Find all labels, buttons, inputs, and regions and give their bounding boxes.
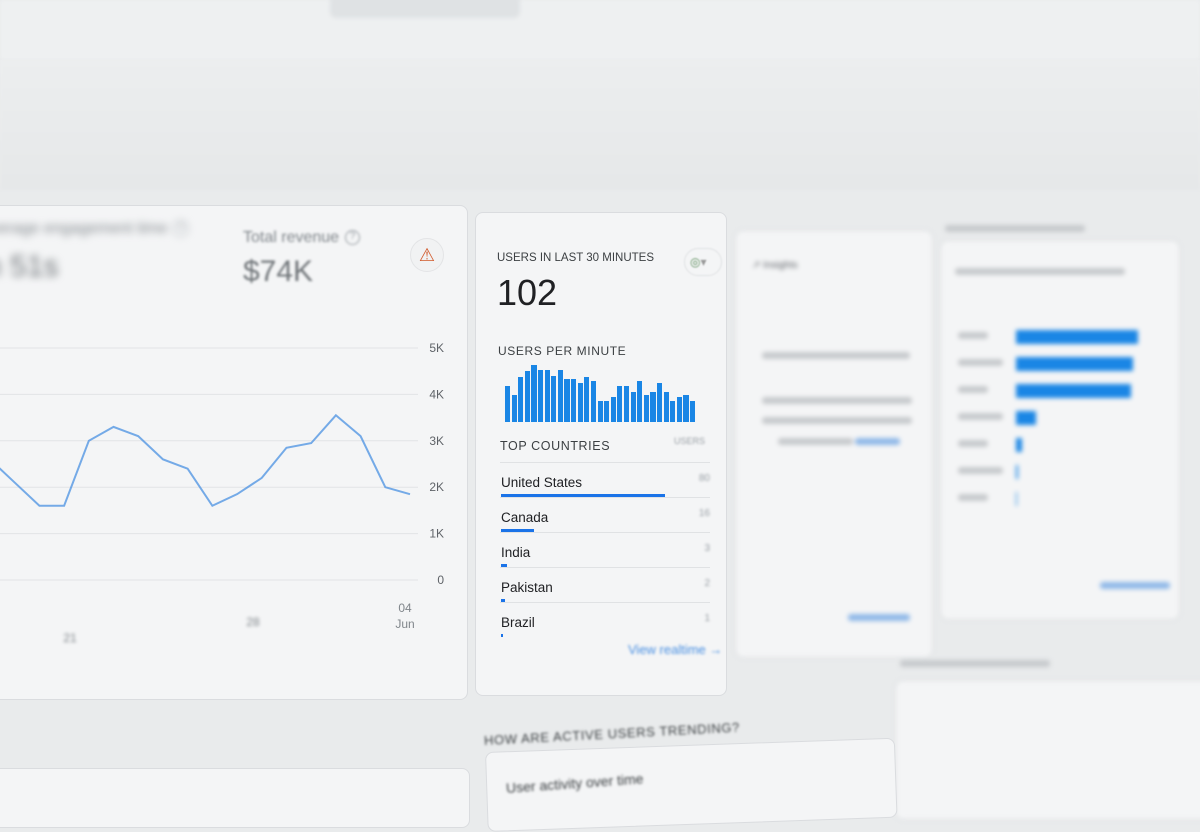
bottom-left-card (0, 768, 470, 828)
horizontal-bar (1016, 330, 1138, 344)
bottom-right-card (895, 680, 1200, 820)
text-placeholder (762, 417, 912, 424)
horizontal-bar (1016, 465, 1018, 479)
link-placeholder[interactable] (1100, 582, 1170, 589)
bar-chart-card (940, 240, 1180, 620)
bar-label-placeholder (958, 359, 1003, 366)
text-placeholder (762, 397, 912, 404)
insights-sparkle-icon: ↗ (752, 260, 760, 271)
horizontal-bar (1016, 492, 1017, 506)
bar-label-placeholder (958, 440, 988, 447)
text-placeholder (778, 438, 853, 445)
bar-label-placeholder (958, 494, 988, 501)
bar-label-placeholder (958, 332, 988, 339)
text-placeholder (900, 660, 1050, 667)
text-placeholder (955, 268, 1125, 275)
horizontal-bar (1016, 411, 1036, 425)
bar-label-placeholder (958, 386, 988, 393)
bar-label-placeholder (958, 413, 1003, 420)
horizontal-bar (1016, 384, 1131, 398)
bar-label-placeholder (958, 467, 1003, 474)
link-placeholder[interactable] (848, 614, 910, 621)
insights-region: ↗ Insights (0, 0, 1200, 800)
link-placeholder[interactable] (855, 438, 900, 445)
horizontal-bar (1016, 438, 1022, 452)
text-placeholder (945, 225, 1085, 232)
insights-title: Insights (763, 260, 797, 271)
insights-header: ↗ Insights (752, 260, 798, 271)
text-placeholder (762, 352, 910, 359)
horizontal-bar (1016, 357, 1133, 371)
